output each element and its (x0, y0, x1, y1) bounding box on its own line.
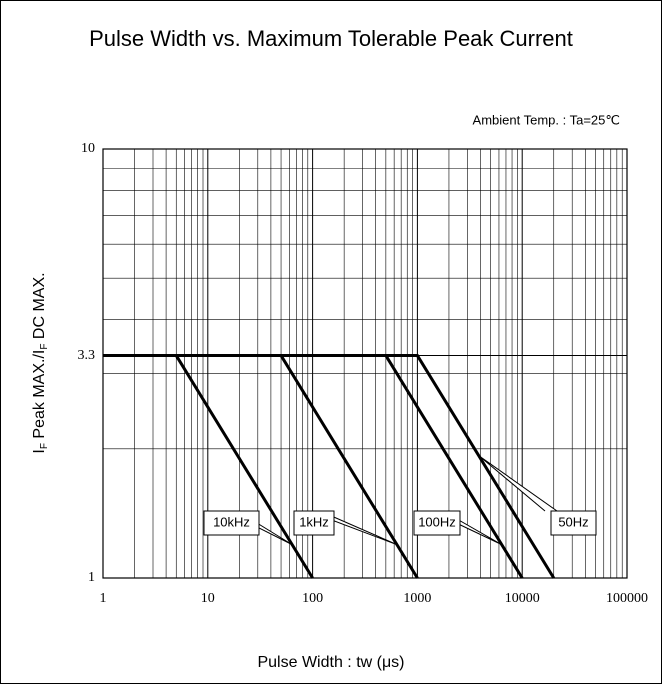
y-label-part: DC MAX. (31, 272, 48, 343)
x-tick-label: 10 (201, 591, 215, 606)
y-tick-label: 3.3 (78, 348, 96, 363)
series-label: 100Hz (418, 514, 456, 529)
y-tick-label: 10 (81, 141, 95, 156)
series-label: 10kHz (213, 514, 250, 529)
x-tick-label: 1000 (403, 591, 431, 606)
series-label: 50Hz (558, 514, 588, 529)
y-label-sub: F (39, 443, 50, 449)
series-label: 1kHz (299, 514, 329, 529)
x-tick-label: 100 (302, 591, 323, 606)
chart-title: Pulse Width vs. Maximum Tolerable Peak C… (89, 26, 573, 51)
plot-border (102, 148, 628, 579)
y-label-part: I (31, 350, 48, 354)
y-tick-label: 1 (88, 570, 95, 585)
y-label-part: I (31, 449, 48, 453)
label-box (550, 510, 597, 536)
callout (307, 510, 398, 546)
label-box (203, 510, 260, 536)
x-axis-label: Pulse Width : tw (μs) (257, 654, 404, 671)
label-box (413, 510, 461, 536)
line (103, 354, 556, 579)
y-label-sub: F (39, 344, 50, 350)
annotation: Ambient Temp. : Ta=25℃ (473, 112, 620, 127)
callout (478, 455, 558, 512)
x-tick-label: 1 (100, 591, 107, 606)
label-box (293, 510, 335, 536)
x-tick-label: 10000 (505, 591, 540, 606)
y-label-part: Peak MAX./ (31, 354, 48, 443)
x-tick-label: 100000 (606, 591, 648, 606)
y-axis-label: IF Peak MAX./IF DC MAX. (31, 272, 49, 453)
